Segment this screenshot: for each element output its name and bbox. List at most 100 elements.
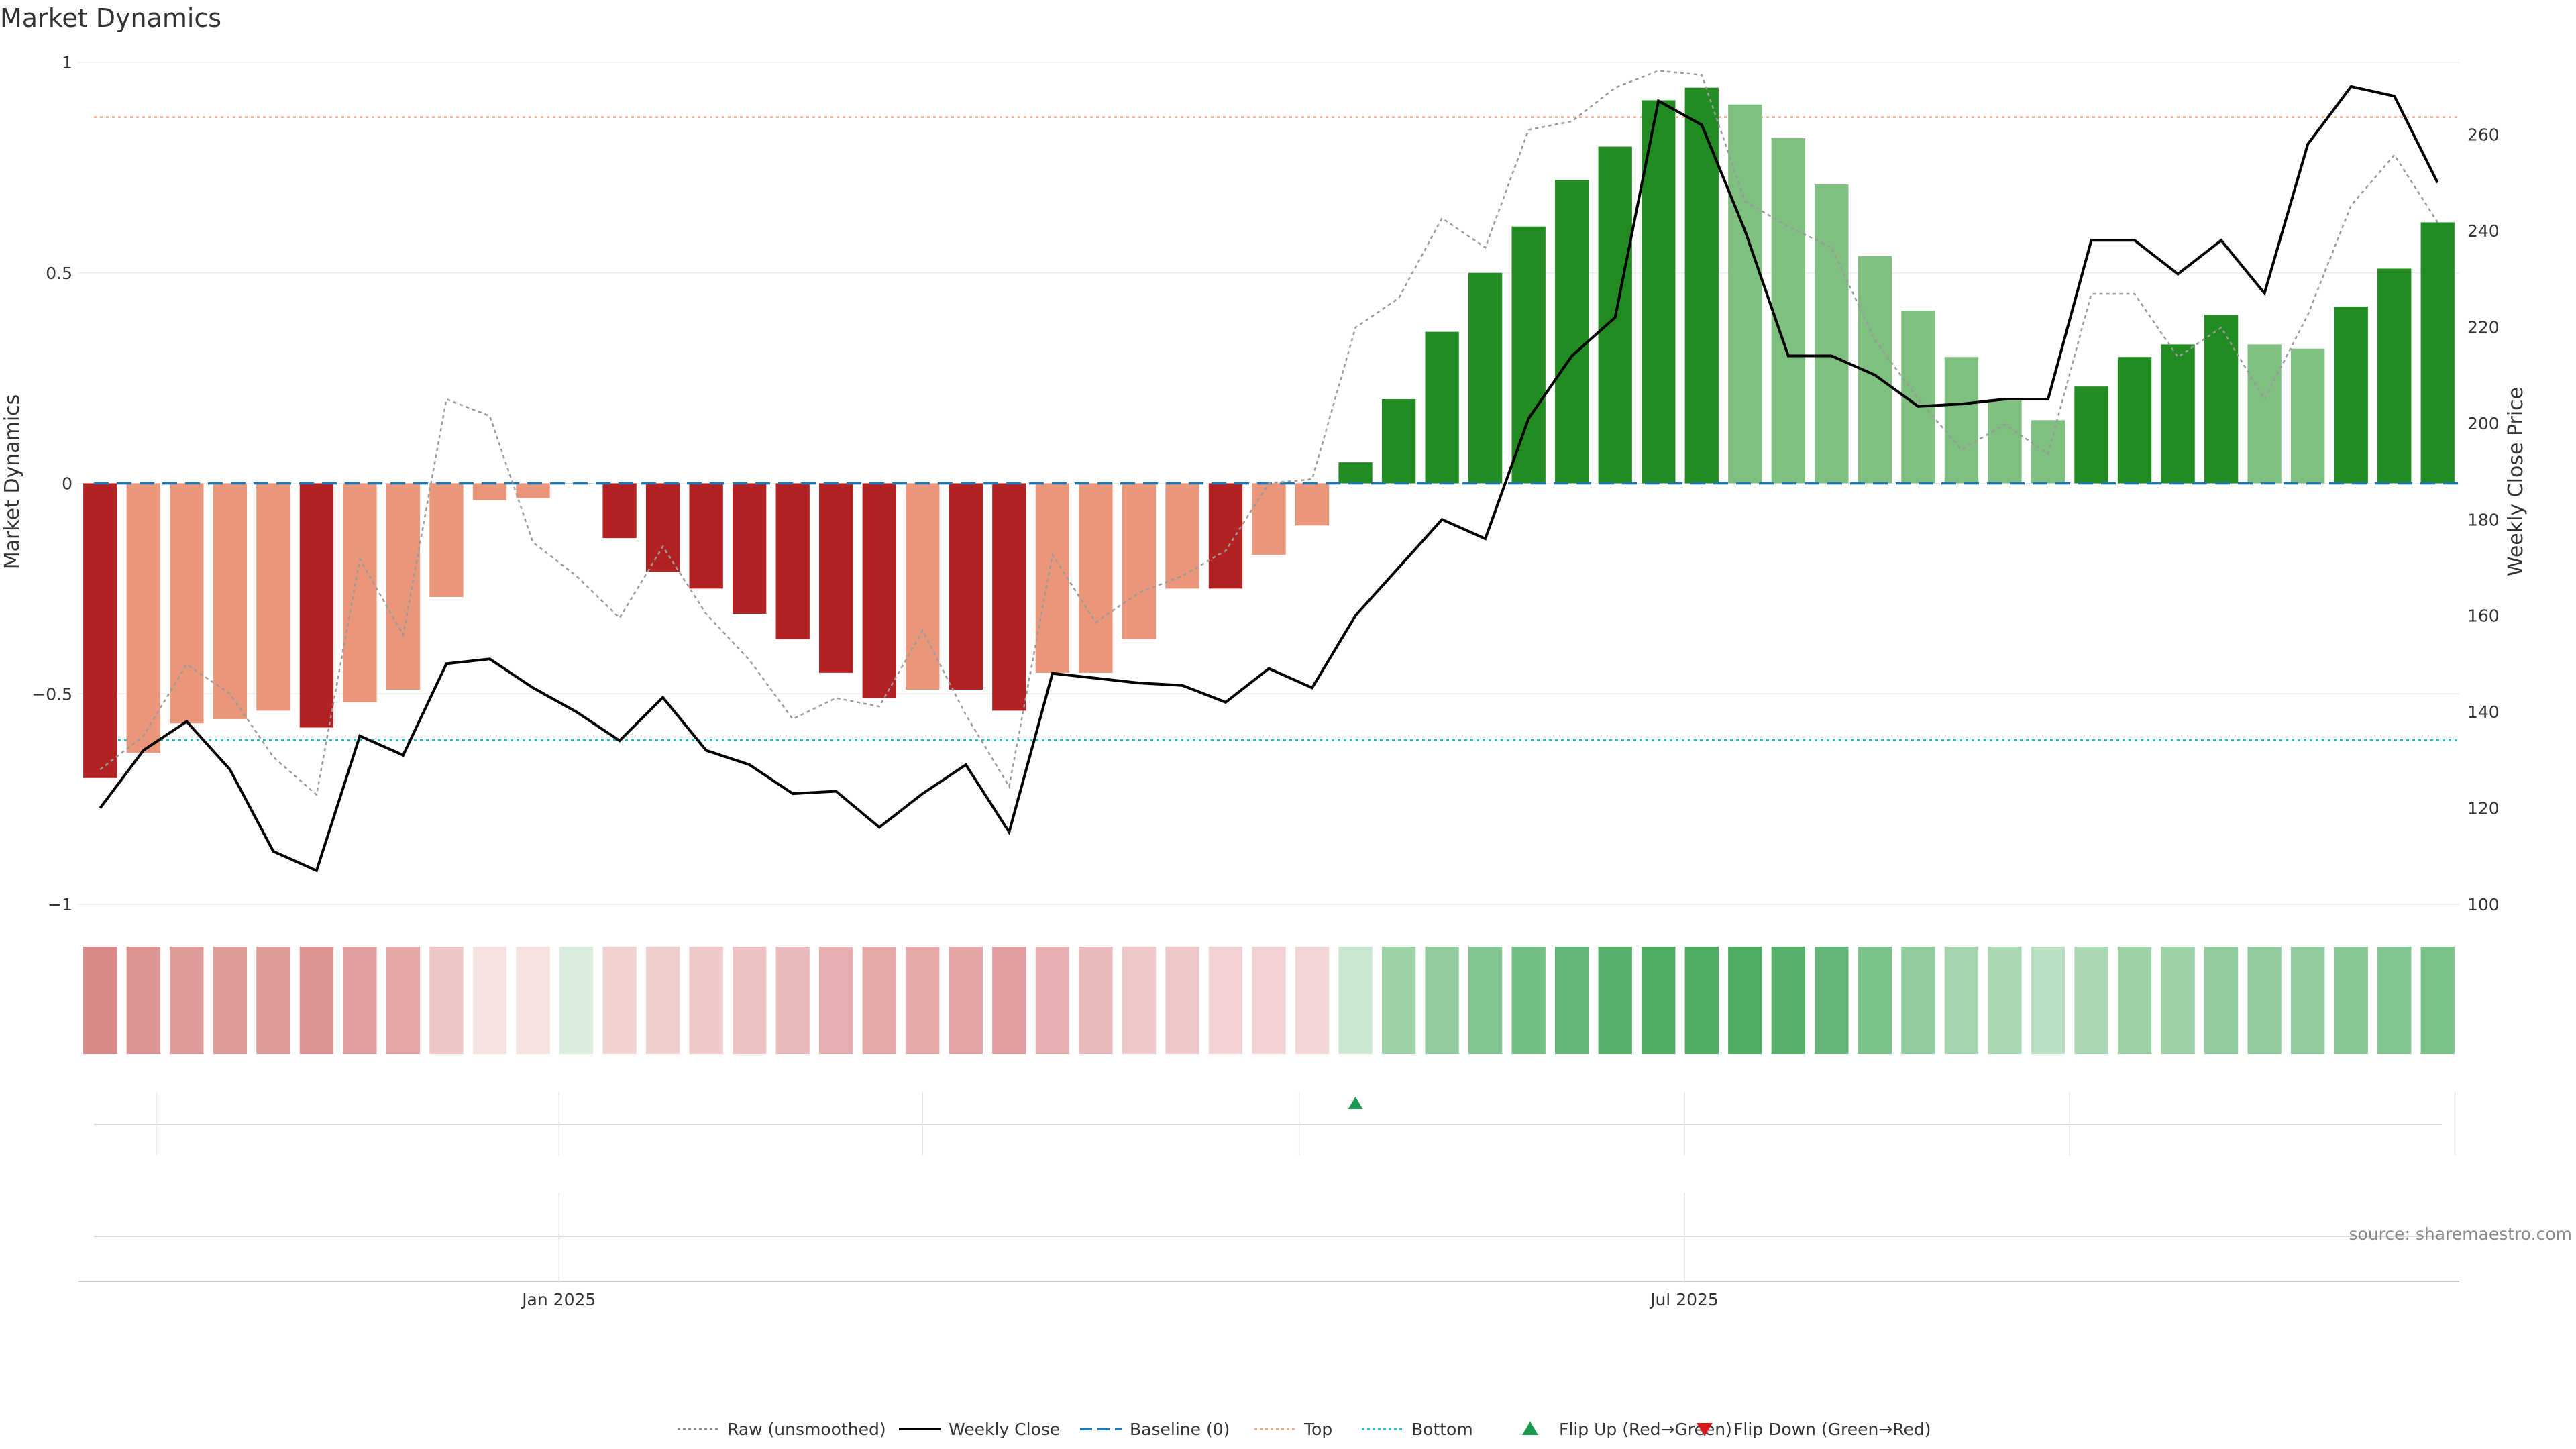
bar-34 (1511, 226, 1546, 484)
bar-13 (602, 483, 637, 539)
strip-cell-33 (1468, 947, 1503, 1054)
strip-cell-49 (2161, 947, 2195, 1054)
bar-2 (126, 483, 160, 753)
bar-26 (1165, 483, 1199, 589)
legend-label: Top (1303, 1419, 1332, 1439)
lines-group (94, 70, 2459, 873)
strip-cell-18 (819, 947, 853, 1054)
bar-52 (2290, 348, 2325, 484)
strip-cell-25 (1122, 947, 1157, 1054)
bar-55 (2420, 222, 2455, 484)
bar-53 (2334, 306, 2368, 484)
bar-19 (862, 483, 896, 698)
bar-33 (1468, 272, 1503, 484)
bar-14 (645, 483, 680, 572)
strip-cell-16 (733, 947, 767, 1054)
bar-29 (1295, 483, 1330, 526)
bar-35 (1555, 180, 1589, 484)
bar-32 (1425, 331, 1459, 484)
right-tick-label: 180 (2467, 510, 2500, 529)
strip-cell-20 (906, 947, 940, 1054)
bar-25 (1122, 483, 1157, 639)
bar-28 (1252, 483, 1286, 555)
strip-cell-42 (1858, 947, 1892, 1054)
bar-5 (256, 483, 290, 711)
right-axis-title: Weekly Close Price (2504, 387, 2528, 576)
bar-3 (170, 483, 204, 724)
strip-cell-26 (1165, 947, 1199, 1054)
strip-cell-36 (1598, 947, 1632, 1054)
strip-cell-35 (1555, 947, 1589, 1054)
flip-markers-panel (94, 1092, 2456, 1155)
weekly-close-line (99, 85, 2439, 873)
bar-39 (1728, 104, 1762, 484)
strip-cell-9 (429, 947, 464, 1054)
strip-cell-27 (1208, 947, 1243, 1054)
raw-unsmoothed-line (99, 70, 2438, 797)
bar-4 (213, 483, 248, 719)
bar-41 (1815, 184, 1849, 484)
chart-title: Market Dynamics (0, 3, 221, 33)
bar-49 (2161, 344, 2195, 484)
bar-11 (516, 483, 550, 498)
strip-cell-55 (2420, 947, 2455, 1054)
bar-22 (992, 483, 1026, 711)
strip-cell-32 (1425, 947, 1459, 1054)
legend-item-1: Raw (unsmoothed) (678, 1419, 886, 1439)
bar-21 (949, 483, 983, 690)
strip-cell-17 (775, 947, 810, 1054)
strip-cell-15 (689, 947, 723, 1054)
strip-cell-43 (1901, 947, 1935, 1054)
strip-cell-6 (299, 947, 334, 1054)
strip-cell-39 (1728, 947, 1762, 1054)
strip-cell-47 (2074, 947, 2108, 1054)
strip-cell-38 (1684, 947, 1719, 1054)
date-tick-label: Jul 2025 (1649, 1290, 1719, 1309)
bar-47 (2074, 386, 2108, 484)
strip-cell-21 (949, 947, 983, 1054)
bar-17 (775, 483, 810, 639)
bar-31 (1381, 399, 1416, 484)
bar-7 (343, 483, 377, 702)
left-axis-title: Market Dynamics (1, 394, 24, 570)
bar-20 (906, 483, 940, 690)
strip-cell-30 (1338, 947, 1373, 1054)
legend-item-2: Weekly Close (899, 1419, 1060, 1439)
legend-item-7: Flip Down (Green→Red) (1697, 1419, 1931, 1439)
legend-item-3: Baseline (0) (1080, 1419, 1230, 1439)
bar-8 (386, 483, 421, 690)
strip-cell-44 (1944, 947, 1979, 1054)
date-tick-label: Jan 2025 (521, 1290, 596, 1309)
strip-cell-4 (213, 947, 248, 1054)
bar-15 (689, 483, 723, 589)
strip-cell-45 (1988, 947, 2022, 1054)
strip-cell-37 (1642, 947, 1676, 1054)
strip-cell-19 (862, 947, 896, 1054)
bar-45 (1988, 399, 2022, 484)
left-tick-label: 0.5 (46, 264, 72, 283)
right-tick-label: 160 (2467, 606, 2500, 626)
legend-swatch (1522, 1421, 1538, 1435)
strip-cell-52 (2290, 947, 2325, 1054)
legend: Raw (unsmoothed) Weekly Close Baseline (0)… (678, 1419, 1931, 1439)
strip-cell-46 (2031, 947, 2065, 1054)
bars-group (83, 87, 2455, 778)
right-tick-label: 100 (2467, 895, 2500, 914)
bar-9 (429, 483, 464, 597)
strip-cell-34 (1511, 947, 1546, 1054)
strip-cell-22 (992, 947, 1026, 1054)
regime-strip (83, 947, 2455, 1054)
bar-24 (1079, 483, 1113, 673)
strip-cell-14 (645, 947, 680, 1054)
strip-cell-23 (1035, 947, 1070, 1054)
strip-cell-31 (1381, 947, 1416, 1054)
left-tick-label: −1 (48, 895, 72, 914)
strip-cell-3 (170, 947, 204, 1054)
strip-cell-41 (1815, 947, 1849, 1054)
right-tick-label: 260 (2467, 125, 2500, 145)
bar-23 (1035, 483, 1070, 673)
strip-cell-2 (126, 947, 160, 1054)
bar-54 (2377, 268, 2412, 484)
legend-label: Flip Down (Green→Red) (1733, 1419, 1931, 1439)
